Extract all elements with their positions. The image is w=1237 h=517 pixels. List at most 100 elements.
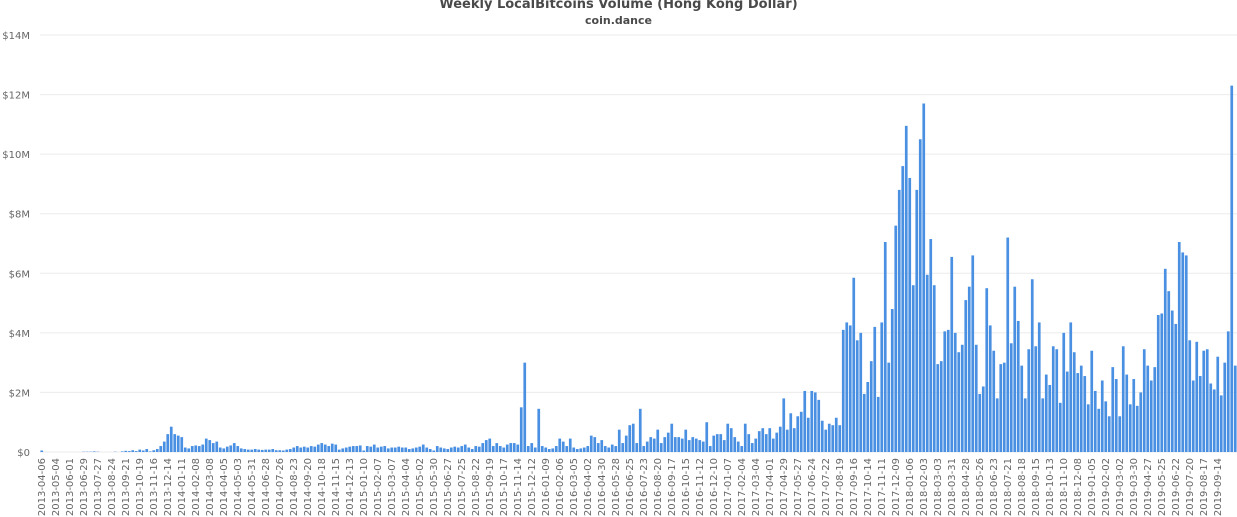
bar: [950, 256, 954, 452]
bar: [1202, 350, 1206, 452]
bar: [918, 139, 922, 452]
x-tick-label: 2014-01-11: [177, 458, 188, 516]
bar: [120, 451, 124, 452]
x-tick-label: 2014-07-26: [275, 458, 286, 516]
bar: [740, 446, 744, 452]
bar: [418, 446, 422, 452]
bar: [547, 449, 551, 452]
bar: [946, 329, 950, 452]
bar: [1198, 376, 1202, 452]
bar: [526, 446, 530, 452]
x-tick-label: 2015-12-12: [527, 458, 538, 516]
bar: [442, 448, 446, 452]
x-tick-label: 2018-03-31: [947, 458, 958, 516]
x-tick-label: 2014-04-05: [219, 458, 230, 516]
bar: [211, 443, 215, 452]
bar: [323, 444, 327, 452]
x-tick-label: 2016-09-17: [667, 458, 678, 516]
bar: [439, 447, 443, 452]
bar: [334, 444, 338, 452]
bar: [1009, 343, 1013, 452]
bar: [1212, 389, 1216, 452]
x-tick-label: 2016-10-15: [681, 458, 692, 516]
bar: [1142, 349, 1146, 452]
bar: [579, 448, 583, 452]
bar: [348, 446, 352, 452]
bar: [775, 432, 779, 452]
bar: [187, 448, 191, 452]
bar: [883, 242, 887, 452]
x-tick-label: 2018-11-10: [1059, 458, 1070, 516]
bar: [586, 446, 590, 452]
bar: [155, 449, 159, 452]
x-tick-label: 2017-06-24: [807, 458, 818, 516]
bar: [834, 417, 838, 452]
bar: [964, 300, 968, 452]
x-tick-label: 2016-04-02: [583, 458, 594, 516]
bar: [551, 448, 555, 452]
bar: [1086, 404, 1090, 452]
bar: [1125, 374, 1129, 452]
bar: [208, 440, 212, 452]
bar: [544, 447, 548, 452]
x-tick-label: 2016-05-28: [611, 458, 622, 516]
bar: [600, 440, 604, 452]
x-tick-label: 2016-02-06: [555, 458, 566, 516]
bar: [561, 441, 565, 452]
bar: [498, 446, 502, 452]
bar: [218, 447, 222, 452]
bar: [162, 441, 166, 452]
x-tick-label: 2013-08-24: [107, 458, 118, 516]
x-tick-label: 2015-06-27: [443, 458, 454, 516]
bar: [1041, 398, 1045, 452]
bar: [449, 447, 453, 452]
bar: [390, 447, 394, 452]
x-tick-label: 2015-07-25: [457, 458, 468, 516]
bar: [169, 426, 173, 452]
bar: [477, 446, 481, 452]
bar: [1013, 286, 1017, 452]
bar: [505, 444, 509, 452]
bar: [232, 443, 236, 452]
bar: [743, 423, 747, 452]
bar: [1205, 349, 1209, 452]
bar: [540, 446, 544, 452]
bar: [365, 446, 369, 452]
bar: [859, 332, 863, 452]
bar: [719, 434, 723, 452]
bar: [1069, 322, 1073, 452]
x-tick-label: 2018-05-26: [975, 458, 986, 516]
bar: [1023, 398, 1027, 452]
bar: [617, 429, 621, 452]
x-tick-label: 2017-03-04: [751, 458, 762, 516]
x-tick-label: 2018-08-18: [1017, 458, 1028, 516]
bar: [757, 431, 761, 452]
y-tick-label: $14M: [2, 31, 30, 42]
x-tick-label: 2013-05-04: [51, 458, 62, 516]
bar: [516, 444, 520, 452]
bar: [1100, 380, 1104, 452]
x-tick-label: 2015-03-07: [387, 458, 398, 516]
bar: [1177, 242, 1181, 452]
bar: [134, 451, 138, 452]
chart-subtitle: coin.dance: [585, 14, 652, 27]
bar: [607, 447, 611, 452]
bar: [820, 420, 824, 452]
bar: [404, 447, 408, 452]
x-tick-label: 2014-06-28: [261, 458, 272, 516]
bar: [761, 428, 765, 452]
y-tick-label: $10M: [2, 150, 30, 161]
bar: [722, 440, 726, 452]
bar: [313, 446, 317, 452]
bar: [817, 399, 821, 452]
bar: [453, 446, 457, 452]
bar: [1090, 350, 1094, 452]
bar: [929, 239, 933, 452]
bar: [470, 449, 474, 452]
x-tick-label: 2013-06-29: [79, 458, 90, 516]
bar: [229, 445, 233, 452]
bar: [1034, 346, 1038, 452]
bar: [460, 446, 464, 452]
bar: [575, 449, 579, 452]
